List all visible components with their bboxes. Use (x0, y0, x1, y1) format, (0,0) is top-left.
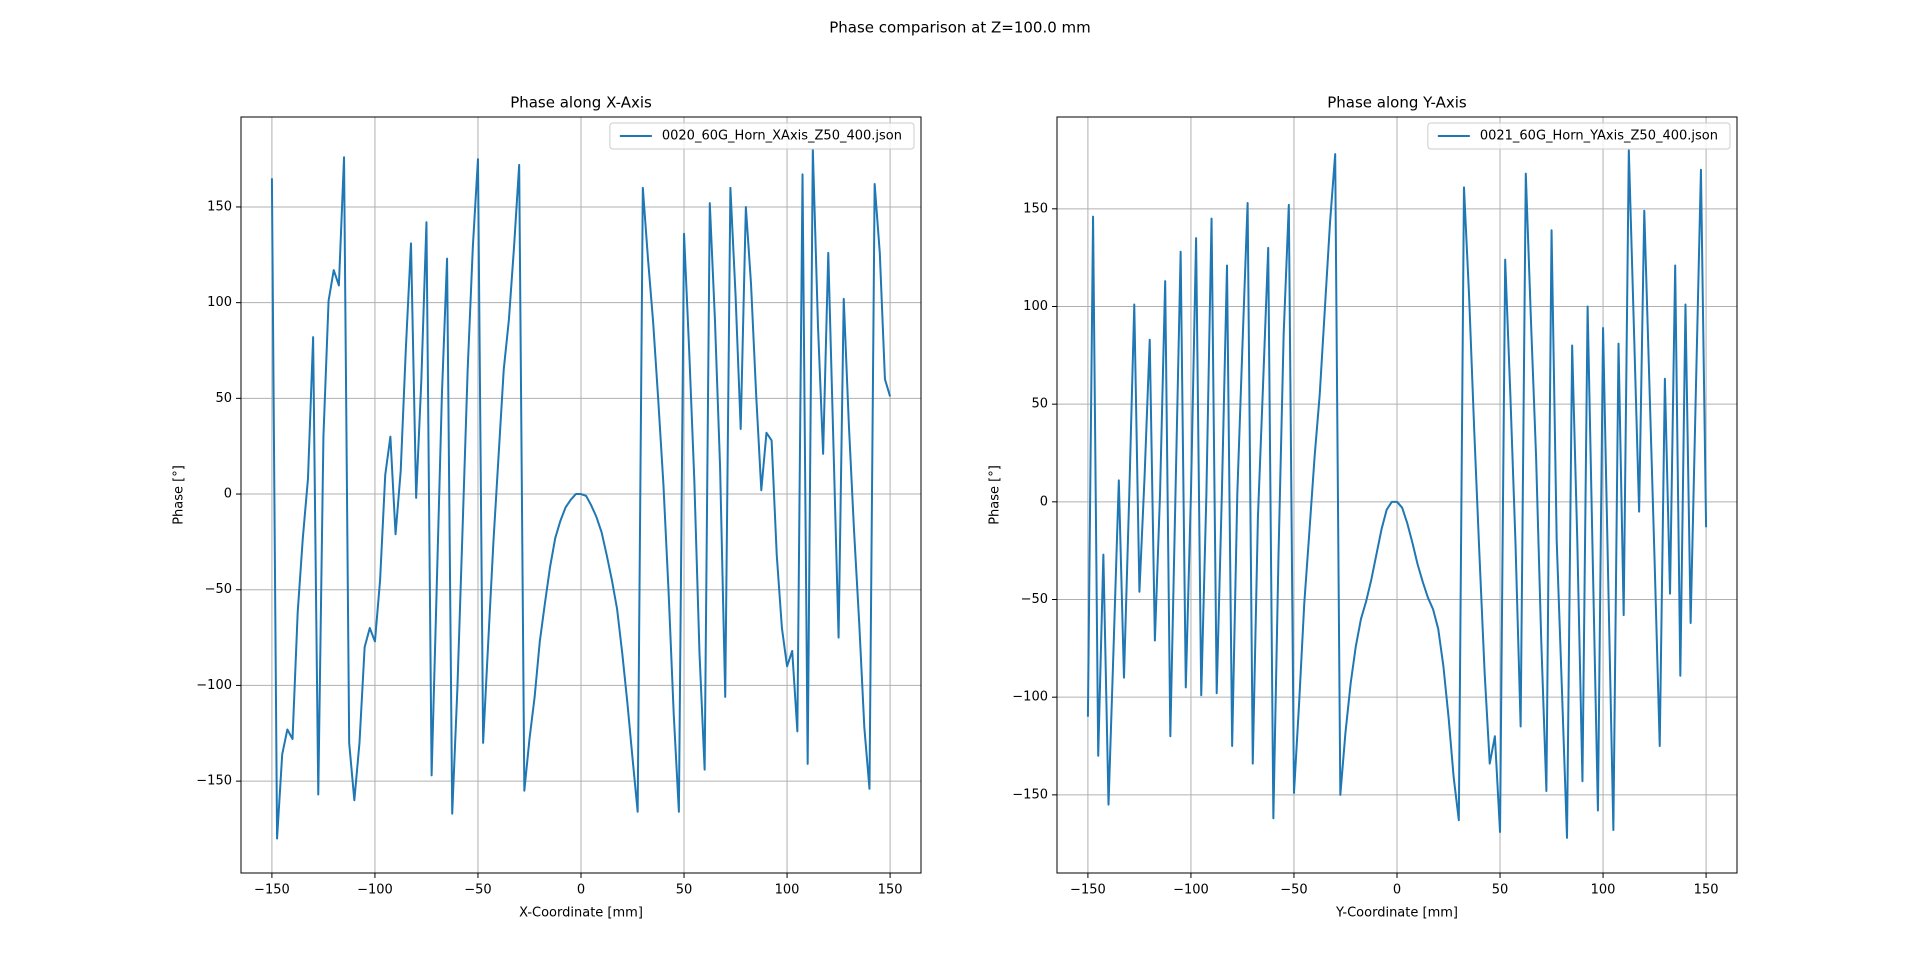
x-tick-label: 150 (878, 883, 903, 898)
y-tick-label: 50 (1031, 397, 1048, 412)
legend: 0020_60G_Horn_XAxis_Z50_400.json (609, 122, 915, 150)
y-tick-label: −50 (205, 582, 232, 597)
legend-box (1427, 122, 1731, 150)
figure-title: Phase comparison at Z=100.0 mm (829, 19, 1091, 37)
y-tick-label: 50 (215, 391, 232, 406)
y-tick-label: 0 (1040, 494, 1048, 509)
legend-label: 0021_60G_Horn_YAxis_Z50_400.json (1480, 129, 1718, 144)
y-axis-label: Phase [°] (988, 465, 1003, 525)
y-tick-label: 0 (224, 487, 232, 502)
legend-box (609, 122, 915, 150)
subplot-title: Phase along Y-Axis (1327, 94, 1467, 112)
legend: 0021_60G_Horn_YAxis_Z50_400.json (1427, 122, 1731, 150)
x-tick-label: −100 (1173, 883, 1209, 898)
legend-label: 0020_60G_Horn_XAxis_Z50_400.json (662, 129, 902, 144)
data-line (1086, 149, 1708, 839)
x-tick-label: 100 (775, 883, 800, 898)
y-tick-label: −100 (1012, 690, 1048, 705)
x-tick-label: −150 (1070, 883, 1106, 898)
subplot-title: Phase along X-Axis (510, 94, 652, 112)
x-axis-label: Y-Coordinate [mm] (1335, 906, 1458, 921)
subplot: Phase along X-Axis −150 −100 −50 0 50 100 150 −1… (172, 94, 922, 921)
x-tick-label: 0 (1393, 883, 1401, 898)
x-tick-label: −100 (357, 883, 393, 898)
y-tick-label: −150 (1012, 787, 1048, 802)
x-tick-label: −50 (464, 883, 491, 898)
data-line (270, 148, 892, 840)
x-tick-label: 50 (676, 883, 693, 898)
x-tick-label: 150 (1694, 883, 1719, 898)
y-tick-label: 150 (1023, 201, 1048, 216)
x-axis-label: X-Coordinate [mm] (519, 906, 643, 921)
axes-frame (240, 116, 922, 874)
subplot: Phase along Y-Axis −150 −100 −50 0 50 100 150 −1… (988, 94, 1738, 921)
y-tick-label: −50 (1021, 592, 1048, 607)
y-tick-label: −150 (196, 774, 232, 789)
axes-frame (1056, 116, 1738, 874)
x-tick-label: −150 (254, 883, 290, 898)
x-tick-label: 100 (1591, 883, 1616, 898)
x-tick-label: −50 (1280, 883, 1307, 898)
x-tick-label: 50 (1492, 883, 1509, 898)
y-tick-label: 100 (1023, 299, 1048, 314)
y-tick-label: −100 (196, 678, 232, 693)
x-tick-label: 0 (577, 883, 585, 898)
y-axis-label: Phase [°] (172, 465, 187, 525)
y-tick-label: 100 (207, 295, 232, 310)
y-tick-label: 150 (207, 199, 232, 214)
